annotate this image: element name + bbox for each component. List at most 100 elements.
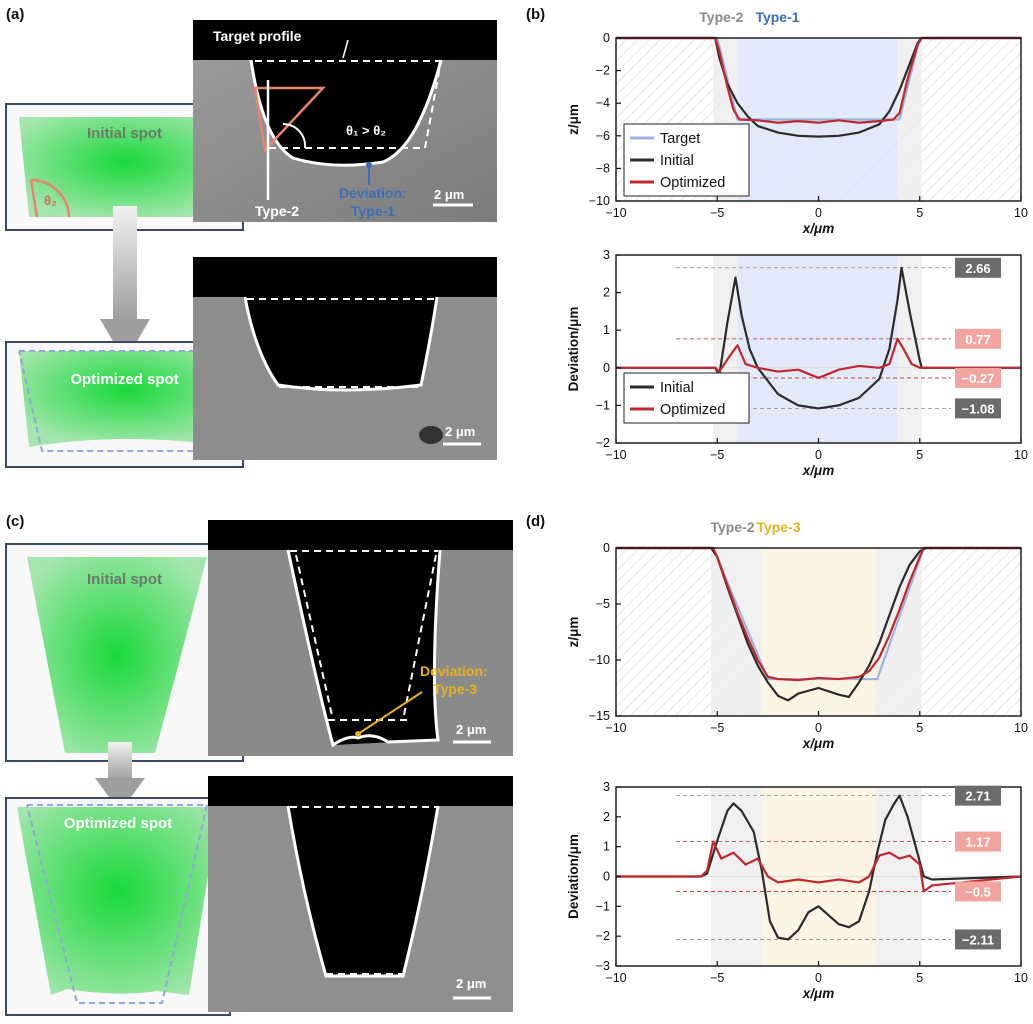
x-tick-label: −10 (605, 721, 626, 735)
optimized-spot-label-c: Optimized spot (63, 815, 173, 832)
legend-box (623, 372, 750, 424)
series-line-optimized (616, 840, 1022, 893)
sem-image-c-initial: Deviation: Type-3 2 μm (208, 520, 513, 756)
y-tick-label: −1 (596, 398, 610, 412)
initial-spot-shape-a (19, 117, 232, 218)
y-axis-label: Deviation/μm (566, 834, 581, 919)
x-tick-label: 10 (1014, 206, 1028, 220)
angle-compare-label: θ₁ > θ₂ (343, 122, 390, 139)
y-tick-label: −8 (596, 161, 610, 175)
value-badge (955, 785, 1001, 806)
series-line-initial (616, 266, 1021, 410)
x-tick-label: −5 (710, 971, 724, 985)
y-tick-label: −1 (596, 899, 610, 913)
deviation-label-c: Deviation: (420, 663, 488, 679)
y-tick-label: 1 (603, 840, 610, 854)
x-axis-label: x/μm (802, 221, 834, 236)
sem-image-a-initial: Target profile θ₁ > θ₂ Type-2 Deviation:… (193, 20, 497, 222)
band-label-type2: Type-2 (710, 519, 754, 535)
chart-b-deviation: −10 −5 0 5 10 3 2 1 0 −1 −2 x/μm Deviation/μm 2.66 0.7… (530, 245, 1033, 480)
value-badge (955, 929, 1001, 950)
panel-label-a: (a) (6, 6, 25, 23)
y-tick-label: −10 (589, 194, 610, 208)
chart-svg-b-bottom: −10 −5 0 5 103210−1−2x/μmDeviation/μm2.660.7… (566, 248, 1028, 478)
value-badge (955, 831, 1001, 852)
target-profile-label: Target profile (213, 28, 302, 44)
value-badge (955, 328, 1001, 349)
y-tick-label: −5 (596, 597, 610, 611)
x-tick-label: 0 (815, 721, 822, 735)
y-tick-label: 2 (603, 810, 610, 824)
scale-bar-label-c1: 2 μm (456, 722, 487, 737)
series-line-initial (616, 794, 1022, 941)
initial-spot-label-a: Initial spot (87, 125, 162, 142)
type2-label-a: Type-2 (255, 203, 300, 219)
optimized-spot-shape-a (18, 350, 237, 452)
band-type2 (711, 548, 762, 716)
value-badge-text: −0.27 (962, 371, 995, 386)
panel-label-c: (c) (6, 513, 25, 530)
band-label-main: Type-3 (756, 519, 800, 535)
y-axis-label: z/μm (566, 104, 581, 135)
x-tick-label: 5 (916, 721, 923, 735)
legend-label: Target (660, 131, 700, 147)
arrow-down-c (95, 742, 145, 812)
y-tick-label: 0 (603, 870, 610, 884)
x-tick-label: −10 (605, 971, 626, 985)
value-badge-text: 2.66 (965, 261, 990, 276)
scale-bar-label-c2: 2 μm (456, 976, 487, 991)
x-axis-label: x/μm (802, 463, 834, 478)
x-tick-label: −5 (710, 206, 724, 220)
value-badge-text: −1.08 (962, 401, 995, 416)
y-tick-label: −4 (596, 96, 610, 110)
legend-label: Optimized (660, 175, 725, 191)
x-tick-label: −10 (605, 448, 626, 462)
value-badge (955, 367, 1001, 388)
panel-label-b: (b) (526, 6, 546, 23)
deviation-type3-label: Type-3 (433, 681, 478, 697)
y-tick-label: −3 (596, 959, 610, 973)
y-tick-label: −2 (596, 64, 610, 78)
series-line-optimized (616, 36, 1021, 124)
chart-b-z-profile: Type-2 Type-1 −10 −5 0 5 10 0 −2 −4 −6 −8 −10 x/μm z/μ… (530, 0, 1033, 250)
theta2-label: θ₂ (44, 193, 57, 208)
x-tick-label: 0 (815, 206, 822, 220)
value-badge-text: −2.11 (962, 932, 994, 947)
optimized-spot-label-a: Optimized spot (70, 371, 179, 388)
chart-d-z-profile: Type-2 Type-3 −10 −5 0 5 10 0 −5 −10 −15 x/μm z/μm (530, 510, 1033, 755)
arrow-down-a (100, 206, 150, 362)
x-tick-label: −5 (710, 448, 724, 462)
y-tick-label: 3 (603, 248, 610, 262)
value-badge (955, 257, 1001, 278)
y-axis-label: z/μm (566, 617, 581, 648)
x-tick-label: 5 (916, 206, 923, 220)
value-badge-text: 2.71 (965, 789, 990, 804)
band-label-main: Type-1 (755, 9, 799, 25)
initial-spot-label-c: Initial spot (87, 571, 162, 588)
y-tick-label: 0 (603, 31, 610, 45)
y-tick-label: −15 (589, 709, 610, 723)
x-tick-label: 0 (815, 448, 822, 462)
chart-d-deviation: −10 −5 0 5 10 3 2 1 0 −1 −2 −3 x/μm Deviation/μm 2.71 1… (530, 765, 1033, 1020)
chart-svg-d-top: Type-2 Type-3−10 −5 0 5 100−5−10−15x/μmz/μm (566, 519, 1028, 751)
deviation-type1-label: Type-1 (351, 203, 396, 219)
chart-svg-d-bottom: −10 −5 0 5 103210−1−2−3x/μmDeviation/μm2.711… (566, 780, 1028, 1001)
value-badge-text: −0.5 (965, 884, 991, 899)
x-tick-label: −5 (710, 721, 724, 735)
panel-label-d: (d) (526, 513, 546, 530)
y-tick-label: −10 (589, 653, 610, 667)
series-line-optimized (616, 337, 1021, 380)
legend-label: Initial (660, 153, 694, 169)
legend-label: Optimized (660, 402, 725, 418)
value-badge-text: 1.17 (965, 835, 990, 850)
scale-bar-label-a2: 2 μm (445, 424, 476, 439)
y-tick-label: 0 (603, 361, 610, 375)
optimized-spot-box-c: Optimized spot (5, 797, 231, 1016)
x-tick-label: 10 (1014, 721, 1028, 735)
series-line-optimized (616, 546, 1021, 682)
x-axis-label: x/μm (802, 986, 834, 1001)
y-tick-label: −2 (596, 929, 610, 943)
band-type3 (761, 548, 876, 716)
x-tick-label: 0 (815, 971, 822, 985)
band-type1 (737, 255, 898, 443)
